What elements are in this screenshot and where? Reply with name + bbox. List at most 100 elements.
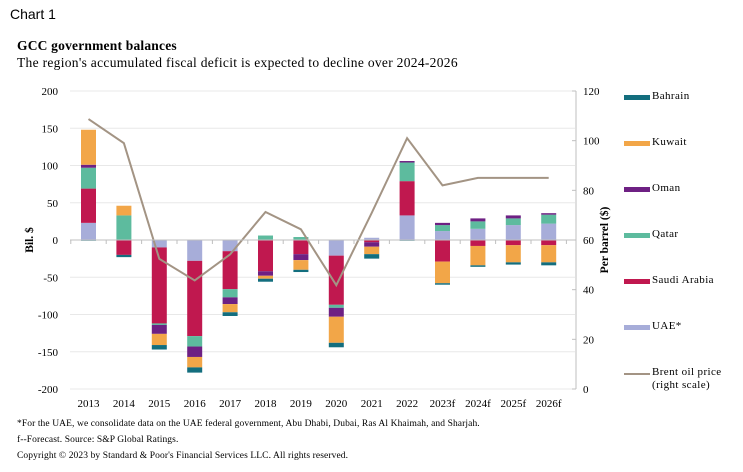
- x-tick-label: 2021: [361, 398, 383, 410]
- footnote-copyright: Copyright © 2023 by Standard & Poor's Fi…: [17, 451, 349, 461]
- legend-item-bahrain: Bahrain: [624, 90, 734, 103]
- bar-kuwait-2015: [151, 333, 167, 346]
- legend-item-saudi-arabia: Saudi Arabia: [624, 274, 734, 287]
- brent-oil-price-line: [87, 118, 549, 288]
- bar-bahrain-2018: [258, 278, 273, 282]
- legend-line-swatch: [624, 373, 650, 375]
- bar-saudi-arabia-2019: [293, 240, 309, 255]
- bar-qatar-2025f: [505, 218, 521, 226]
- bar-kuwait-2018: [258, 275, 273, 279]
- bar-uae-2025f: [505, 225, 521, 240]
- y-tick-label: 100: [42, 161, 59, 173]
- legend-swatch: [624, 95, 650, 100]
- bar-saudi-arabia-2017: [222, 251, 238, 290]
- bar-kuwait-2021: [364, 246, 380, 255]
- y2-tick-label: 60: [583, 235, 595, 247]
- bar-qatar-2017: [222, 289, 238, 298]
- y2-tick-label: 120: [583, 86, 600, 98]
- bar-bahrain-2023f: [435, 283, 450, 285]
- bar-oman-2025f: [505, 215, 521, 219]
- y-tick-label: -200: [38, 384, 59, 396]
- bar-qatar-2023f: [435, 225, 450, 232]
- bar-kuwait-2019: [293, 260, 309, 270]
- bar-uae-2017: [222, 240, 238, 252]
- bar-bahrain-2019: [293, 269, 309, 273]
- x-tick-label: 2016: [184, 398, 207, 410]
- bar-oman-2019: [293, 254, 309, 261]
- bar-oman-2020: [328, 307, 344, 317]
- bar-qatar-2018: [258, 235, 273, 240]
- legend-label: Brent oil price (right scale): [652, 366, 722, 391]
- bar-kuwait-2025f: [505, 245, 521, 263]
- bar-bahrain-2024f: [470, 265, 486, 267]
- y-tick-label: -150: [38, 347, 59, 359]
- x-tick-label: 2018: [255, 398, 278, 410]
- legend-item-qatar: Qatar: [624, 228, 734, 241]
- bar-oman-2016: [187, 346, 203, 357]
- bar-saudi-arabia-2013: [81, 188, 96, 223]
- x-tick-label: 2025f: [500, 398, 526, 410]
- bar-kuwait-2020: [328, 316, 344, 343]
- legend-swatch: [624, 187, 650, 192]
- x-tick-label: 2020: [325, 398, 348, 410]
- bar-uae-2016: [187, 240, 203, 261]
- legend-item-brent: Brent oil price (right scale): [624, 366, 734, 392]
- legend-label: Kuwait: [652, 136, 687, 148]
- bar-oman-2022: [399, 161, 415, 163]
- bar-oman-2017: [222, 297, 238, 305]
- legend-item-uae: UAE*: [624, 320, 734, 333]
- y2-tick-label: 0: [583, 384, 589, 396]
- x-tick-label: 2015: [148, 398, 171, 410]
- bar-qatar-2024f: [470, 221, 486, 229]
- y2-axis-title: Per barrel ($): [598, 207, 611, 274]
- bar-kuwait-2014: [116, 205, 132, 216]
- bar-saudi-arabia-2016: [187, 260, 203, 337]
- bar-uae-2026f: [541, 223, 557, 240]
- bar-bahrain-2017: [222, 312, 238, 316]
- legend-swatch: [624, 233, 650, 238]
- chart-number-label: Chart 1: [10, 6, 56, 22]
- bar-bahrain-2014: [116, 254, 132, 258]
- y-tick-label: -50: [43, 272, 58, 284]
- y2-tick-label: 40: [583, 285, 595, 297]
- bar-oman-2026f: [541, 213, 557, 215]
- x-tick-label: 2013: [78, 398, 101, 410]
- bar-saudi-arabia-2025f: [505, 240, 521, 246]
- x-tick-label: 2024f: [465, 398, 491, 410]
- bar-oman-2013: [81, 164, 96, 168]
- legend-label: Saudi Arabia: [652, 274, 714, 286]
- bar-kuwait-2017: [222, 304, 238, 313]
- bar-kuwait-2016: [187, 356, 203, 368]
- bar-oman-2015: [151, 324, 167, 334]
- bar-bahrain-2025f: [505, 262, 521, 265]
- bar-oman-2021: [364, 242, 380, 247]
- footnote-source: f--Forecast. Source: S&P Global Ratings.: [17, 435, 179, 445]
- bar-qatar-2022: [399, 162, 415, 182]
- legend-label: UAE*: [652, 320, 682, 332]
- bar-oman-2018: [258, 271, 273, 276]
- bar-saudi-arabia-2024f: [470, 240, 486, 246]
- x-tick-label: 2026f: [536, 398, 562, 410]
- bar-saudi-arabia-2022: [399, 181, 415, 216]
- bar-saudi-arabia-2018: [258, 240, 273, 272]
- bar-oman-2023f: [435, 222, 450, 226]
- legend-label: Bahrain: [652, 90, 690, 102]
- y-axis-title: Bil. $: [23, 227, 36, 253]
- bar-uae-2020: [328, 240, 344, 256]
- legend-label: Oman: [652, 182, 681, 194]
- bar-uae-2013: [81, 222, 96, 240]
- x-tick-label: 2023f: [430, 398, 456, 410]
- x-tick-label: 2017: [219, 398, 242, 410]
- legend-item-kuwait: Kuwait: [624, 136, 734, 149]
- bar-saudi-arabia-2021: [364, 240, 380, 243]
- bar-bahrain-2015: [151, 345, 167, 350]
- chart-subtitle: The region's accumulated fiscal deficit …: [17, 55, 458, 70]
- y-tick-label: 150: [42, 123, 59, 135]
- legend-swatch: [624, 141, 650, 146]
- bar-qatar-2015: [151, 323, 167, 325]
- bar-bahrain-2021: [364, 254, 380, 259]
- legend-item-oman: Oman: [624, 182, 734, 195]
- bar-saudi-arabia-2015: [151, 247, 167, 324]
- bar-qatar-2016: [187, 336, 203, 347]
- bar-kuwait-2013: [81, 129, 96, 165]
